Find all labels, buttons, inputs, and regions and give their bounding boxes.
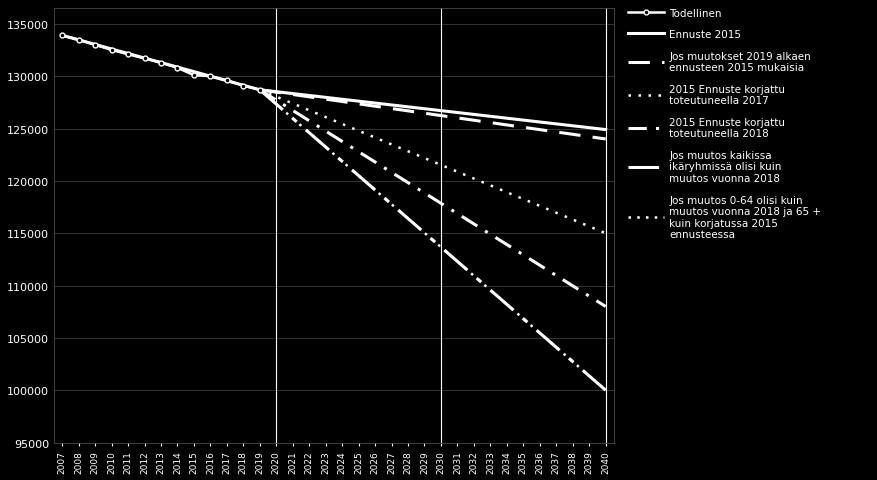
Line: Jos muutos 0-64 olisi kuin
muutos vuonna 2018 ja 65 +
kuin korjatussa 2015
ennusteessa: Jos muutos 0-64 olisi kuin muutos vuonna… [260, 91, 606, 390]
Todellinen [254, 88, 265, 94]
Todellinen [189, 73, 199, 79]
Line: Jos muutos kaikissa
ikäryhmissä olisi kuin
muutos vuonna 2018: Jos muutos kaikissa ikäryhmissä olisi ku… [260, 91, 606, 390]
Line: 2015 Ennuste korjattu
toteutuneella 2017: 2015 Ennuste korjattu toteutuneella 2017 [260, 91, 606, 234]
Line: Todellinen: Todellinen [60, 34, 262, 93]
Ennuste 2015 [601, 127, 611, 133]
Line: Ennuste 2015: Ennuste 2015 [62, 36, 606, 130]
Jos muutos kaikissa
ikäryhmissä olisi kuin
muutos vuonna 2018 [254, 88, 265, 94]
Jos muutokset 2019 alkaen
ennusteen 2015 mukaisia [254, 88, 265, 94]
Todellinen [205, 74, 216, 80]
Todellinen [156, 60, 167, 66]
Jos muutos 0-64 olisi kuin
muutos vuonna 2018 ja 65 +
kuin korjatussa 2015
ennusteessa [254, 88, 265, 94]
Todellinen [139, 56, 150, 62]
Line: 2015 Ennuste korjattu
toteutuneella 2018: 2015 Ennuste korjattu toteutuneella 2018 [260, 91, 606, 307]
Todellinen [106, 48, 117, 54]
Todellinen [172, 66, 182, 72]
2015 Ennuste korjattu
toteutuneella 2017 [254, 88, 265, 94]
Jos muutos kaikissa
ikäryhmissä olisi kuin
muutos vuonna 2018 [601, 387, 611, 393]
Todellinen [57, 34, 68, 39]
2015 Ennuste korjattu
toteutuneella 2018 [601, 304, 611, 310]
Ennuste 2015 [254, 88, 265, 94]
2015 Ennuste korjattu
toteutuneella 2017 [601, 231, 611, 237]
Todellinen [238, 84, 248, 89]
Todellinen [89, 43, 100, 48]
Ennuste 2015 [57, 34, 68, 39]
Jos muutos 0-64 olisi kuin
muutos vuonna 2018 ja 65 +
kuin korjatussa 2015
ennusteessa [601, 387, 611, 393]
Todellinen [123, 52, 133, 58]
Legend: Todellinen, Ennuste 2015, Jos muutokset 2019 alkaen
ennusteen 2015 mukaisia, 201: Todellinen, Ennuste 2015, Jos muutokset … [624, 6, 824, 243]
Todellinen [222, 78, 232, 84]
Line: Jos muutokset 2019 alkaen
ennusteen 2015 mukaisia: Jos muutokset 2019 alkaen ennusteen 2015… [260, 91, 606, 140]
Todellinen [74, 37, 84, 43]
Jos muutokset 2019 alkaen
ennusteen 2015 mukaisia [601, 137, 611, 143]
2015 Ennuste korjattu
toteutuneella 2018 [254, 88, 265, 94]
